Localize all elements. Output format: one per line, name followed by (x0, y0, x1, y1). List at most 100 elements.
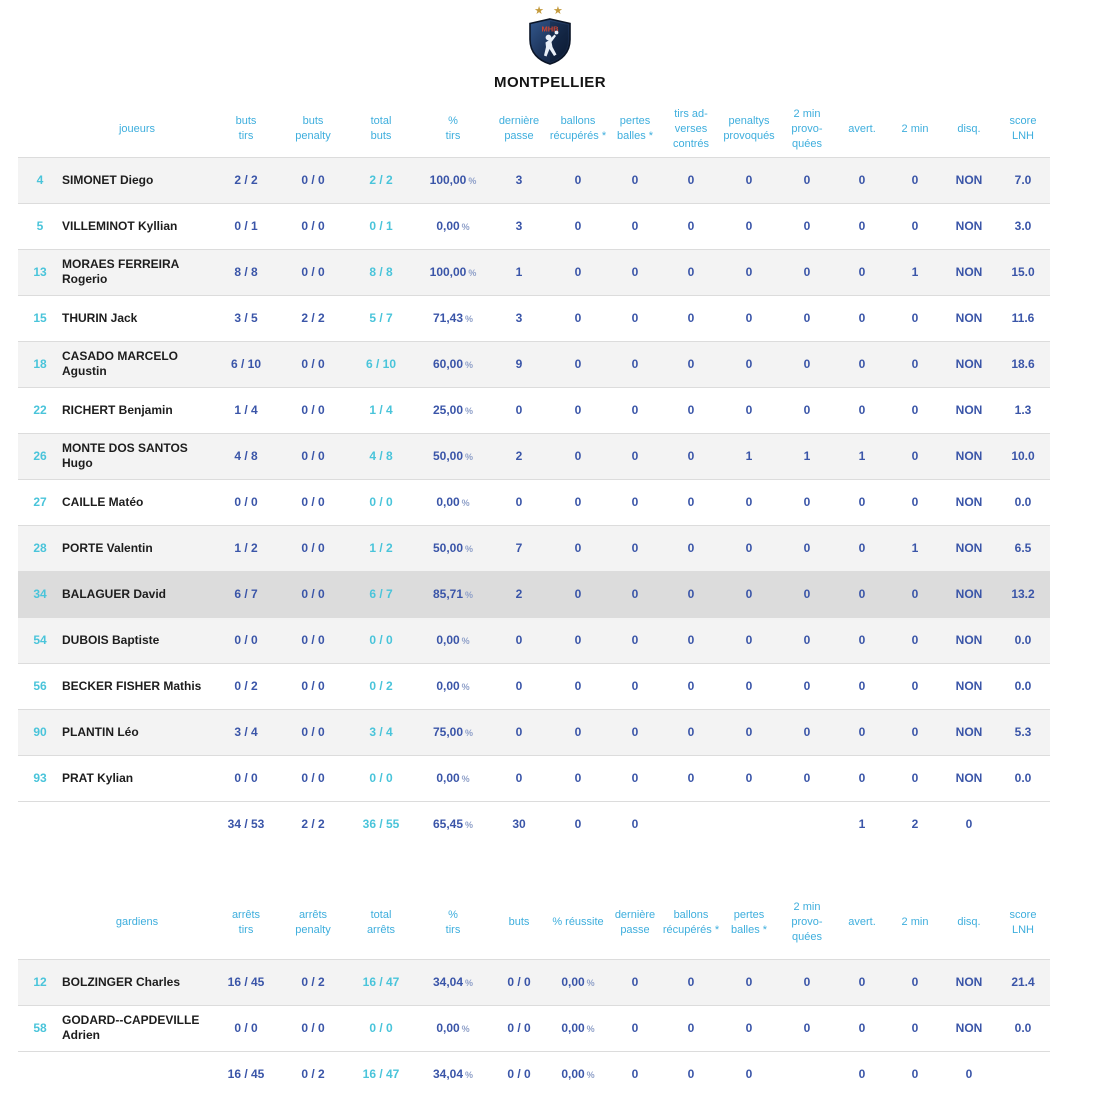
jersey-number: 22 (33, 403, 47, 417)
stat-cell: 0 (631, 975, 639, 989)
column-header: buts penalty (295, 115, 331, 143)
stat-cell: 0 (803, 403, 811, 417)
stat-cell: 0 / 0 (301, 357, 325, 371)
stat-cell: 0 (803, 541, 811, 555)
stat-cell: 16 / 47 (362, 975, 400, 989)
stat-cell: 0 (631, 265, 639, 279)
column-header: % tirs (445, 115, 461, 143)
stat-cell: 6 / 10 (230, 357, 262, 371)
stat-cell: 6 / 7 (234, 587, 258, 601)
player-row[interactable]: 18 CASADO MARCELO Agustin 6 / 10 0 / 0 6 / 1… (18, 341, 1050, 387)
stat-cell: 0 (911, 449, 919, 463)
stat-cell: 0 (911, 1021, 919, 1035)
stat-cell: NON (955, 1021, 983, 1035)
player-row[interactable]: 26 MONTE DOS SANTOS Hugo 4 / 8 0 / 0 4 / 8 50… (18, 433, 1050, 479)
player-row[interactable]: 15 THURIN Jack 3 / 5 2 / 2 5 / 7 71,43% 3 0 0 0 0 0… (18, 295, 1050, 341)
stat-cell: 1 / 2 (234, 541, 258, 555)
stat-cell: 0 (515, 771, 523, 785)
stat-cell: 2 (515, 587, 523, 601)
stat-cell: NON (955, 541, 983, 555)
percent-sign: % (465, 406, 474, 416)
stat-cell (996, 801, 1050, 847)
stat-cell: 0 (911, 725, 919, 739)
stat-cell: 75,00% (432, 725, 474, 739)
stat-cell: 1 (515, 265, 523, 279)
keeper-row-header: gardiens arrêts tirs arrêts penalty total a… (18, 887, 1050, 959)
stat-cell: 6.5 (1014, 541, 1032, 555)
stat-cell: 0 / 2 (301, 1067, 325, 1082)
stat-cell: 1 (858, 449, 866, 463)
stat-cell: 11.6 (1011, 311, 1035, 325)
stat-cell: 0 (745, 219, 753, 233)
player-row[interactable]: 5 VILLEMINOT Kyllian 0 / 1 0 / 0 0 / 1 0,00% 3… (18, 203, 1050, 249)
stat-cell: NON (955, 725, 983, 739)
stat-cell: 100,00% (429, 173, 477, 187)
stat-cell: 0 (858, 311, 866, 325)
player-row[interactable]: 90 PLANTIN Léo 3 / 4 0 / 0 3 / 4 75,00% 0 0 0 0 0 0… (18, 709, 1050, 755)
stat-cell: 21.4 (1011, 975, 1035, 989)
player-row[interactable]: 28 PORTE Valentin 1 / 2 0 / 0 1 / 2 50,00% 7 0 0… (18, 525, 1050, 571)
percent-sign: % (461, 222, 470, 232)
keeper-row[interactable]: 58 GODARD--CAPDEVILLE Adrien 0 / 0 0 / 0 0 /… (18, 1005, 1050, 1051)
stat-cell: 15.0 (1011, 265, 1035, 279)
stat-cell: 0 (858, 587, 866, 601)
stat-cell: 0 (574, 357, 582, 371)
stat-cell: 0 (858, 633, 866, 647)
jersey-number: 26 (33, 449, 47, 463)
stat-cell: 0 (631, 219, 639, 233)
stat-cell: 0 (574, 817, 582, 832)
stat-cell: 0 (687, 725, 695, 739)
team-name: MONTPELLIER (494, 74, 606, 91)
stat-cell: 0 (574, 265, 582, 279)
stat-cell: 0 / 2 (369, 679, 393, 693)
column-header: disq. (957, 122, 981, 135)
stat-cell: 0 (803, 975, 811, 989)
stat-cell: 0,00% (561, 975, 595, 989)
stat-cell: 0 (858, 1067, 866, 1082)
stat-cell: 0 (858, 357, 866, 371)
player-row[interactable]: 54 DUBOIS Baptiste 0 / 0 0 / 0 0 / 0 0,00% 0 0 0… (18, 617, 1050, 663)
stat-cell: 3 / 4 (234, 725, 258, 739)
percent-sign: % (465, 314, 474, 324)
stat-cell: 0 (858, 265, 866, 279)
stat-cell: 0 (687, 1067, 695, 1082)
stat-cell: 16 / 45 (227, 1067, 265, 1082)
stat-cell: 0 (574, 541, 582, 555)
player-row[interactable]: 22 RICHERT Benjamin 1 / 4 0 / 0 1 / 4 25,00% 0… (18, 387, 1050, 433)
stat-cell: 8 / 8 (369, 265, 393, 279)
stat-cell: 0 / 0 (234, 1021, 258, 1035)
stat-cell: 0 (803, 633, 811, 647)
player-row[interactable]: 56 BECKER FISHER Mathis 0 / 2 0 / 0 0 / 2 0,0… (18, 663, 1050, 709)
stat-cell: 0,00% (436, 771, 470, 785)
stat-cell: 0,00% (561, 1067, 595, 1082)
player-row[interactable]: 27 CAILLE Matéo 0 / 0 0 / 0 0 / 0 0,00% 0 0 0 0 0 0… (18, 479, 1050, 525)
stat-cell: 0 / 1 (234, 219, 258, 233)
player-row[interactable]: 4 SIMONET Diego 2 / 2 0 / 0 2 / 2 100,00% 3 0 0 0… (18, 157, 1050, 203)
column-header: gardiens (115, 916, 159, 929)
stat-cell: 0 (803, 173, 811, 187)
stat-cell: 2 / 2 (369, 173, 393, 187)
column-header: 2 min provo- quées (791, 901, 823, 944)
stat-cell: 2 / 2 (301, 817, 325, 832)
jersey-number: 34 (33, 587, 47, 601)
stat-cell: NON (955, 403, 983, 417)
stat-cell: 60,00% (432, 357, 474, 371)
stat-cell: 0 (687, 633, 695, 647)
player-row[interactable]: 13 MORAES FERREIRA Rogerio 8 / 8 0 / 0 8 / 8… (18, 249, 1050, 295)
player-row[interactable]: 34 BALAGUER David 6 / 7 0 / 0 6 / 7 85,71% 2 0 0… (18, 571, 1050, 617)
stat-cell: 0 (911, 587, 919, 601)
stat-cell: 25,00% (432, 403, 474, 417)
stat-cell: 1 (858, 817, 866, 832)
stat-cell: 3 (515, 173, 523, 187)
stat-cell: 0 (631, 495, 639, 509)
stat-cell: NON (955, 587, 983, 601)
percent-sign: % (465, 360, 474, 370)
keeper-row[interactable]: 12 BOLZINGER Charles 16 / 45 0 / 2 16 / 47 34… (18, 959, 1050, 1005)
stat-cell: 0 / 2 (234, 679, 258, 693)
player-row[interactable]: 93 PRAT Kylian 0 / 0 0 / 0 0 / 0 0,00% 0 0 0 0 0 0 0… (18, 755, 1050, 801)
stat-cell: 0 (687, 265, 695, 279)
stat-cell: 0 / 0 (507, 975, 531, 989)
stat-cell: 0 (858, 1021, 866, 1035)
stat-cell: 7.0 (1014, 173, 1032, 187)
stat-cell: 0.0 (1014, 679, 1032, 693)
